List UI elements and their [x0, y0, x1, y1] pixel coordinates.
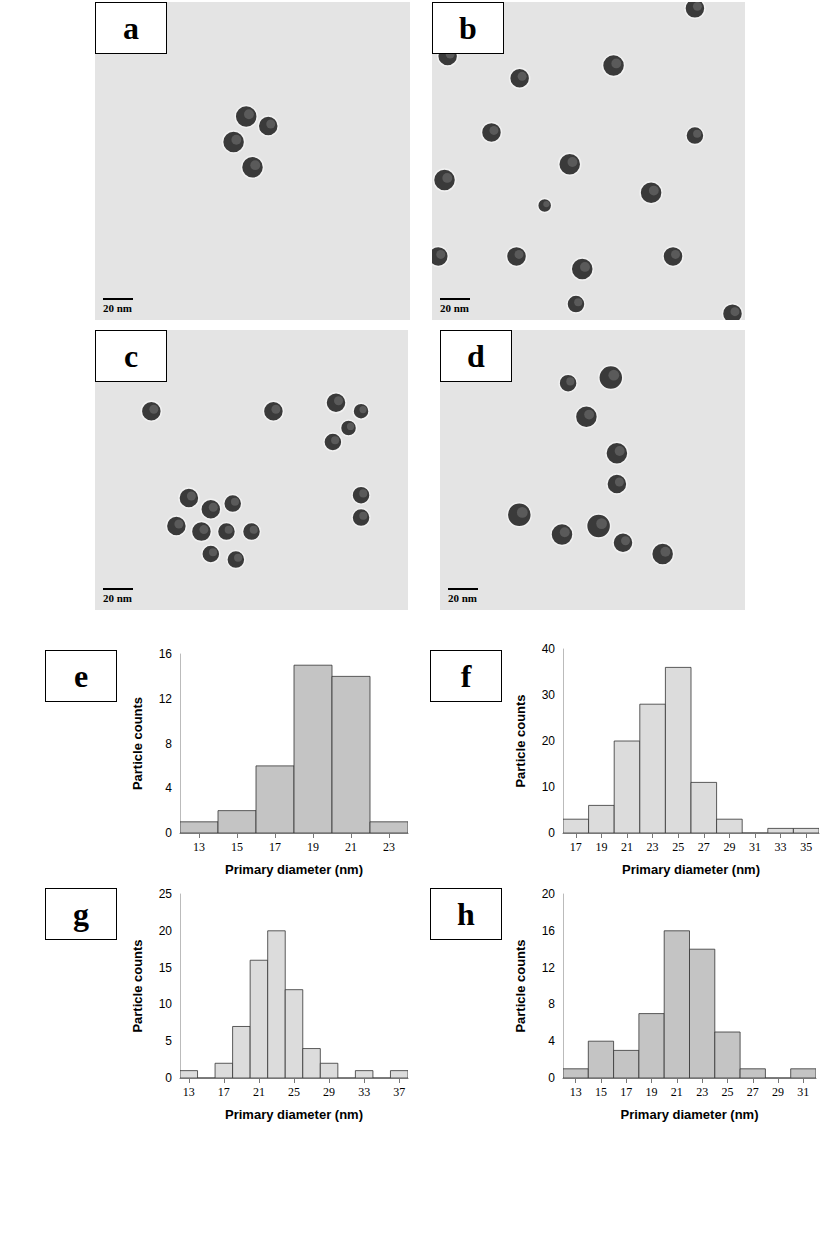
- svg-text:5: 5: [165, 1034, 172, 1048]
- svg-text:29: 29: [723, 840, 735, 854]
- svg-text:15: 15: [595, 1085, 607, 1099]
- svg-text:27: 27: [698, 840, 710, 854]
- svg-text:20 nm: 20 nm: [440, 302, 469, 314]
- svg-text:13: 13: [193, 840, 205, 854]
- svg-text:20 nm: 20 nm: [103, 302, 132, 314]
- html-text:b: b: [459, 10, 477, 46]
- svg-text:8: 8: [165, 737, 172, 751]
- svg-text:13: 13: [183, 1085, 195, 1099]
- svg-text:17: 17: [218, 1085, 230, 1099]
- svg-text:Primary diameter (nm): Primary diameter (nm): [225, 1107, 363, 1122]
- svg-text:23: 23: [383, 840, 395, 854]
- svg-text:17: 17: [620, 1085, 632, 1099]
- svg-text:Primary diameter (nm): Primary diameter (nm): [622, 862, 760, 877]
- svg-text:27: 27: [747, 1085, 759, 1099]
- svg-text:19: 19: [646, 1085, 658, 1099]
- svg-text:35: 35: [800, 840, 812, 854]
- svg-text:20 nm: 20 nm: [448, 592, 477, 604]
- svg-text:20: 20: [159, 924, 173, 938]
- html-text:h: h: [457, 896, 475, 932]
- svg-text:25: 25: [672, 840, 684, 854]
- svg-text:21: 21: [671, 1085, 683, 1099]
- svg-text:29: 29: [772, 1085, 784, 1099]
- svg-text:31: 31: [797, 1085, 809, 1099]
- svg-text:Particle counts: Particle counts: [513, 694, 528, 787]
- svg-text:4: 4: [548, 1034, 555, 1048]
- svg-text:Particle counts: Particle counts: [130, 697, 145, 790]
- svg-text:0: 0: [165, 1071, 172, 1085]
- svg-text:29: 29: [323, 1085, 335, 1099]
- svg-text:Primary diameter (nm): Primary diameter (nm): [225, 862, 363, 877]
- svg-text:0: 0: [548, 826, 555, 840]
- svg-text:21: 21: [253, 1085, 265, 1099]
- svg-text:25: 25: [288, 1085, 300, 1099]
- svg-text:21: 21: [621, 840, 633, 854]
- svg-text:23: 23: [647, 840, 659, 854]
- svg-text:8: 8: [548, 997, 555, 1011]
- html-text:c: c: [123, 338, 139, 374]
- svg-text:17: 17: [269, 840, 281, 854]
- svg-text:4: 4: [165, 781, 172, 795]
- svg-text:13: 13: [570, 1085, 582, 1099]
- svg-text:31: 31: [749, 840, 761, 854]
- html-text:a: a: [123, 10, 139, 46]
- svg-text:0: 0: [548, 1071, 555, 1085]
- svg-text:Particle counts: Particle counts: [513, 939, 528, 1032]
- svg-text:16: 16: [159, 647, 173, 661]
- svg-text:16: 16: [542, 924, 556, 938]
- html-text:e: e: [73, 658, 89, 694]
- svg-text:15: 15: [159, 961, 173, 975]
- svg-text:20: 20: [542, 734, 556, 748]
- svg-text:12: 12: [159, 692, 173, 706]
- svg-text:25: 25: [721, 1085, 733, 1099]
- html-text:d: d: [467, 338, 485, 374]
- html-text:g: g: [73, 896, 89, 932]
- svg-text:21: 21: [345, 840, 357, 854]
- svg-text:Primary diameter (nm): Primary diameter (nm): [621, 1107, 759, 1122]
- svg-text:19: 19: [595, 840, 607, 854]
- svg-text:33: 33: [358, 1085, 370, 1099]
- svg-text:20: 20: [542, 887, 556, 901]
- svg-text:25: 25: [159, 887, 173, 901]
- svg-text:40: 40: [542, 642, 556, 656]
- svg-text:10: 10: [159, 997, 173, 1011]
- svg-text:19: 19: [307, 840, 319, 854]
- svg-text:17: 17: [570, 840, 582, 854]
- svg-text:23: 23: [696, 1085, 708, 1099]
- svg-text:30: 30: [542, 688, 556, 702]
- svg-text:33: 33: [775, 840, 787, 854]
- svg-text:0: 0: [165, 826, 172, 840]
- svg-text:15: 15: [231, 840, 243, 854]
- svg-text:Particle counts: Particle counts: [130, 939, 145, 1032]
- svg-text:12: 12: [542, 961, 556, 975]
- svg-text:10: 10: [542, 780, 556, 794]
- svg-text:20 nm: 20 nm: [103, 592, 132, 604]
- html-text:f: f: [460, 658, 472, 694]
- svg-text:37: 37: [393, 1085, 405, 1099]
